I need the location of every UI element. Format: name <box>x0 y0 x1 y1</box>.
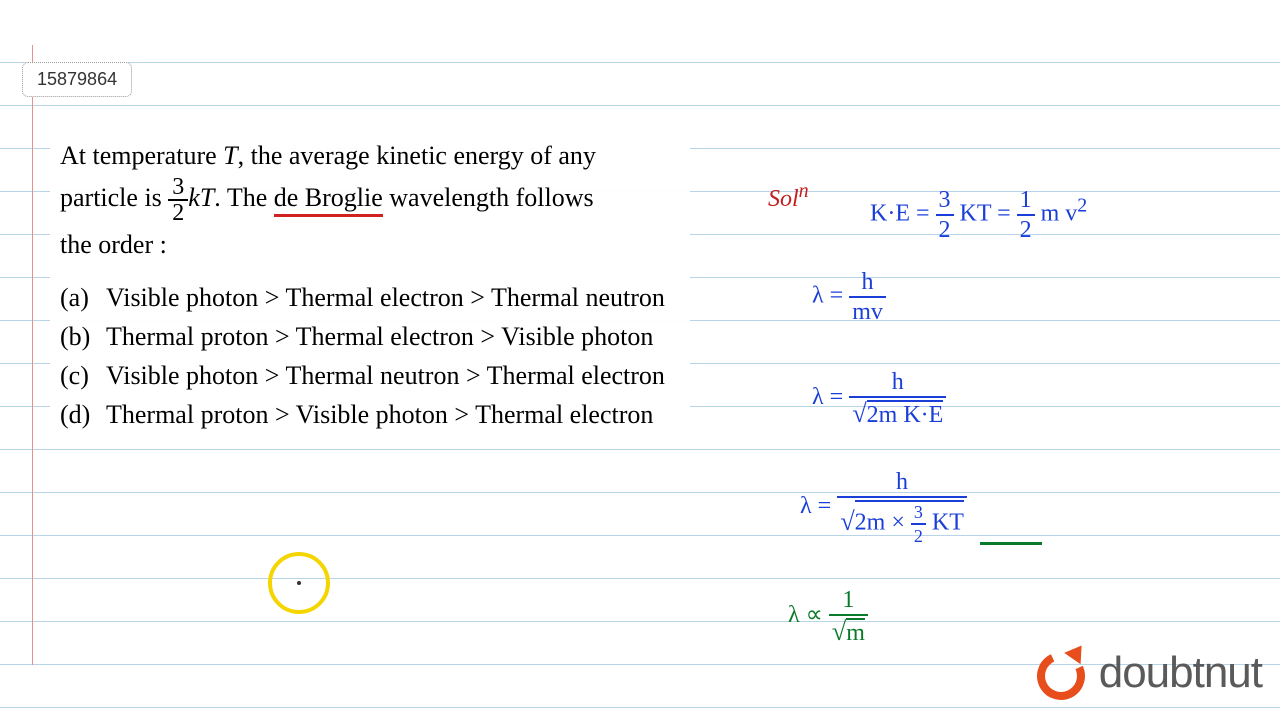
frac-den: 2m K·E <box>849 398 946 427</box>
frac-num: h <box>849 370 946 398</box>
option-label: (b) <box>60 319 106 354</box>
logo-text: doubtnut <box>1099 648 1262 698</box>
question-id: 15879864 <box>37 69 117 89</box>
lambda-prop: λ ∝ 1m <box>788 588 868 645</box>
frac-3-2: 32 <box>936 188 954 242</box>
lambda-symbol: λ <box>788 602 800 628</box>
option-d: (d) Thermal proton > Visible photon > Th… <box>60 397 680 432</box>
q-text-part: At temperature <box>60 141 223 170</box>
frac-h-sqrt2mke: h2m K·E <box>849 370 946 427</box>
den-part: 2m × <box>855 510 911 536</box>
option-label: (a) <box>60 280 106 315</box>
lambda-eq-2: λ = h2m K·E <box>812 370 946 427</box>
sqrt-content: m <box>846 618 865 645</box>
logo-icon <box>1035 644 1093 702</box>
sqrt-content: 2m K·E <box>867 400 944 427</box>
green-underline <box>980 542 1042 545</box>
frac-num: 3 <box>936 188 954 216</box>
lambda-symbol: λ <box>800 493 812 519</box>
fraction-3-2: 32 <box>168 175 188 225</box>
sol-text: Sol <box>768 186 799 212</box>
question-block: At temperature T, the average kinetic en… <box>50 128 690 444</box>
equals: = <box>824 384 850 410</box>
lambda-eq-3: λ = h2m × 32 KT <box>800 470 967 545</box>
sqrt-content: 2m × 32 KT <box>855 500 964 545</box>
q-variable-T: T <box>223 141 237 170</box>
q-kT: kT <box>188 183 214 212</box>
option-text: Thermal proton > Thermal electron > Visi… <box>106 319 680 354</box>
sqrt-icon: m <box>832 618 865 645</box>
proportional: ∝ <box>800 602 829 628</box>
frac-num: h <box>849 270 886 298</box>
question-text: At temperature T, the average kinetic en… <box>60 136 680 264</box>
frac-1-2: 12 <box>1017 188 1035 242</box>
solution-label: Soln <box>768 180 809 213</box>
option-text: Visible photon > Thermal electron > Ther… <box>106 280 680 315</box>
den-part: KT <box>926 510 964 536</box>
ke-mid: KT = <box>954 201 1017 227</box>
option-a: (a) Visible photon > Thermal electron > … <box>60 280 680 315</box>
lambda-symbol: λ <box>812 283 824 309</box>
option-text: Visible photon > Thermal neutron > Therm… <box>106 358 680 393</box>
ke-equation: K·E = 32 KT = 12 m v2 <box>870 188 1087 242</box>
lambda-eq-1: λ = hmv <box>812 270 886 324</box>
de-broglie-underlined: de Broglie <box>274 183 383 217</box>
ke-lhs: K·E = <box>870 201 936 227</box>
frac-num: h <box>837 470 967 498</box>
margin-line <box>32 45 33 665</box>
q-text-part: , the average kinetic energy of any <box>238 141 596 170</box>
q-text-part: wavelength follows <box>383 183 594 212</box>
frac-num: 1 <box>829 588 868 616</box>
ke-rhs: m v <box>1035 201 1078 227</box>
frac-1-sqrtm: 1m <box>829 588 868 645</box>
frac-den: m <box>829 616 868 645</box>
equals: = <box>824 283 850 309</box>
option-label: (d) <box>60 397 106 432</box>
sqrt-icon: 2m × 32 KT <box>840 500 964 545</box>
frac-den: 2 <box>936 216 954 242</box>
sol-sup: n <box>799 180 809 202</box>
lambda-symbol: λ <box>812 384 824 410</box>
yellow-highlight-circle <box>268 552 330 614</box>
sqrt-icon: 2m K·E <box>852 400 943 427</box>
frac-den: 2 <box>168 201 188 225</box>
option-label: (c) <box>60 358 106 393</box>
frac-h-mv: hmv <box>849 270 886 324</box>
q-text-part: particle is <box>60 183 168 212</box>
equals: = <box>812 493 838 519</box>
option-b: (b) Thermal proton > Thermal electron > … <box>60 319 680 354</box>
doubtnut-logo: doubtnut <box>1035 644 1262 702</box>
ke-sup: 2 <box>1077 195 1087 217</box>
q-text-part: the order : <box>60 230 167 259</box>
frac-num: 3 <box>168 175 188 201</box>
options-list: (a) Visible photon > Thermal electron > … <box>60 280 680 432</box>
frac-num: 1 <box>1017 188 1035 216</box>
option-text: Thermal proton > Visible photon > Therma… <box>106 397 680 432</box>
q-text-part: . The <box>214 183 273 212</box>
question-id-box: 15879864 <box>22 62 132 97</box>
frac-den: mv <box>849 298 886 324</box>
frac-den: 2 <box>1017 216 1035 242</box>
frac-num: 3 <box>911 503 926 525</box>
frac-den: 2m × 32 KT <box>837 498 967 545</box>
option-c: (c) Visible photon > Thermal neutron > T… <box>60 358 680 393</box>
frac-den: 2 <box>911 525 926 545</box>
frac-h-sqrt2m32kt: h2m × 32 KT <box>837 470 967 545</box>
frac-3-2-small: 32 <box>911 503 926 545</box>
